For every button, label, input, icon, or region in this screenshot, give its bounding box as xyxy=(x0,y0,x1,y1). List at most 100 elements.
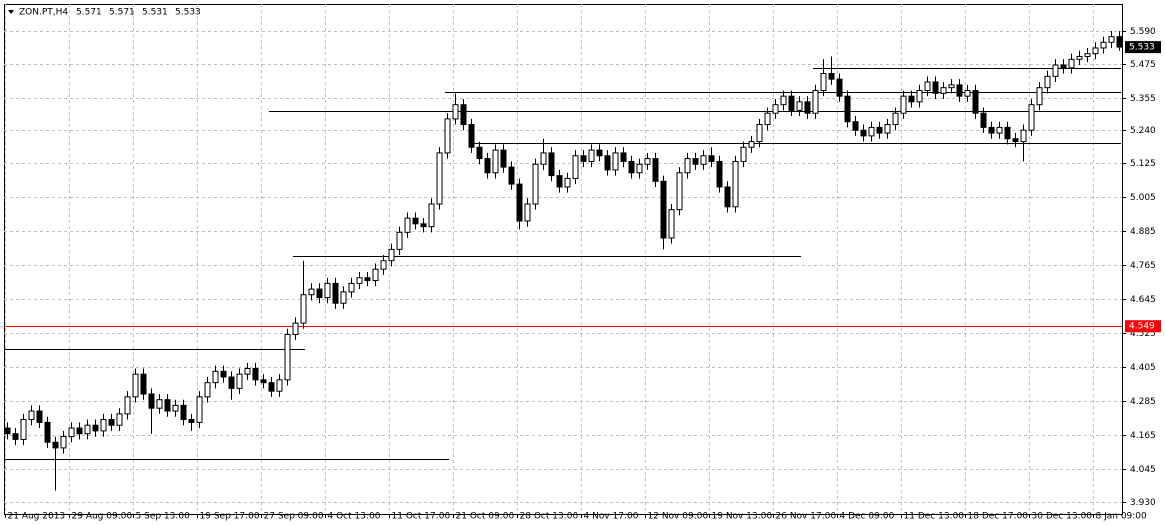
candle-body xyxy=(364,277,371,282)
x-tick-label: 30 Dec 13:00 xyxy=(1032,512,1093,522)
candle-body xyxy=(404,217,411,233)
candle-body xyxy=(316,288,323,299)
candle-body xyxy=(212,370,219,384)
y-tick-label: 5.005 xyxy=(1130,193,1156,203)
candle-body xyxy=(820,72,827,92)
candle-body xyxy=(132,373,139,398)
candle-body xyxy=(1020,129,1027,143)
candle-body xyxy=(1116,36,1123,48)
x-tick-label: 11 Oct 17:00 xyxy=(392,512,451,522)
candle-body xyxy=(876,126,883,134)
candle-body xyxy=(660,180,667,239)
candle-body xyxy=(172,404,179,412)
header-value: 5.571 xyxy=(76,8,102,18)
candle-body xyxy=(908,95,915,103)
candle-body xyxy=(756,124,763,143)
candle-body xyxy=(764,112,771,126)
y-tick-label: 4.405 xyxy=(1130,363,1156,373)
candle-body xyxy=(292,322,299,335)
candle-body xyxy=(716,160,723,188)
candle-body xyxy=(644,158,651,165)
candle-body xyxy=(116,413,123,426)
bid-tag-label: 4.549 xyxy=(1129,322,1155,332)
candle-body xyxy=(244,367,251,375)
candle-body xyxy=(252,367,259,381)
candle-body xyxy=(92,424,99,432)
candle-body xyxy=(148,393,155,409)
y-tick-label: 4.645 xyxy=(1130,295,1156,305)
candle-body xyxy=(156,399,163,409)
candle-body xyxy=(652,158,659,182)
candle-body xyxy=(324,282,331,299)
x-tick-label: 19 Nov 13:00 xyxy=(712,512,773,522)
y-tick-label: 5.240 xyxy=(1130,126,1156,136)
candle-body xyxy=(348,282,355,293)
candle-body xyxy=(60,436,67,449)
x-tick-label: 5 Sep 13:00 xyxy=(136,512,191,522)
candle-body xyxy=(788,95,795,111)
candle-body xyxy=(1092,47,1099,55)
y-tick-label: 4.525 xyxy=(1130,329,1156,339)
candle-body xyxy=(676,172,683,211)
candle-body xyxy=(532,163,539,205)
candle-body xyxy=(572,155,579,179)
candle-body xyxy=(228,376,235,389)
x-tick-label: 12 Nov 09:00 xyxy=(648,512,709,522)
candle-body xyxy=(692,158,699,165)
candle-body xyxy=(260,379,267,384)
candle-body xyxy=(356,277,363,284)
candle-body xyxy=(508,166,515,185)
candle-body xyxy=(460,104,467,126)
candle-body xyxy=(940,87,947,94)
x-tick-label: 4 Dec 09:00 xyxy=(840,512,895,522)
candle-body xyxy=(724,186,731,208)
x-tick-label: 11 Dec 13:00 xyxy=(904,512,965,522)
candle-body xyxy=(428,203,435,228)
menu-arrow[interactable] xyxy=(8,10,14,14)
candle-body xyxy=(468,124,475,148)
candle-body xyxy=(852,121,859,131)
x-tick-label: 4 Oct 13:00 xyxy=(328,512,381,522)
candle-body xyxy=(396,231,403,250)
x-tick-label: 19 Sep 17:00 xyxy=(200,512,260,522)
candle-body xyxy=(796,101,803,111)
candle-body xyxy=(196,396,203,423)
candle-body xyxy=(932,81,939,94)
candle-body xyxy=(204,382,211,398)
candle-body xyxy=(836,78,843,97)
candle-body xyxy=(340,291,347,304)
candle-body xyxy=(284,333,291,381)
candle-body xyxy=(188,419,195,423)
x-tick-label: 21 Oct 09:00 xyxy=(456,512,515,522)
candle-body xyxy=(164,399,171,412)
candle-body xyxy=(860,129,867,137)
candle-body xyxy=(1100,41,1107,49)
candle-body xyxy=(52,441,59,449)
candle-body xyxy=(828,72,835,80)
candle-body xyxy=(1108,36,1115,43)
candle-body xyxy=(300,294,307,324)
candle-body xyxy=(68,427,75,438)
candle-body xyxy=(996,126,1003,134)
candle-body xyxy=(420,223,427,228)
candle-body xyxy=(84,424,91,435)
candle-body xyxy=(1028,104,1035,131)
candle-body xyxy=(436,152,443,205)
candle-body xyxy=(1060,64,1067,69)
last-price-label: 5.533 xyxy=(1129,43,1155,53)
candle-body xyxy=(812,90,819,114)
candle-body xyxy=(948,84,955,89)
candle-body xyxy=(740,146,747,162)
candle-body xyxy=(36,410,43,423)
candle-body xyxy=(108,419,115,426)
candle-body xyxy=(1036,87,1043,106)
y-tick-label: 3.930 xyxy=(1130,498,1156,508)
y-tick-label: 4.285 xyxy=(1130,397,1156,407)
y-tick-label: 5.475 xyxy=(1130,60,1156,70)
candle-body xyxy=(988,126,995,134)
candle-body xyxy=(140,373,147,395)
candle-body xyxy=(500,149,507,168)
candle-body xyxy=(748,141,755,148)
